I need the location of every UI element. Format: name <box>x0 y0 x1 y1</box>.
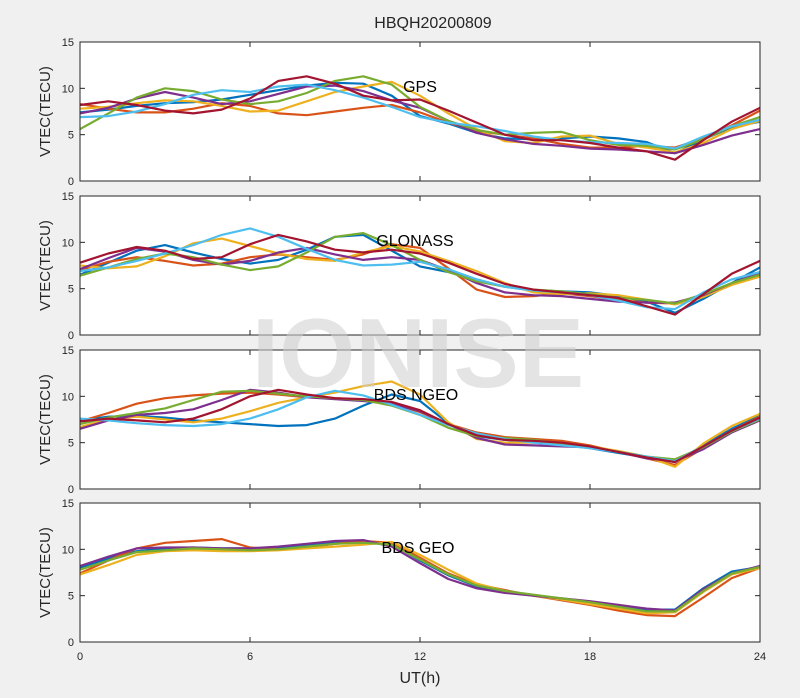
panel-annotation: GPS <box>403 79 437 96</box>
series-line-4 <box>79 541 761 613</box>
y-tick-label: 0 <box>68 484 74 496</box>
series-line-2 <box>79 540 761 615</box>
panel-annotation: BDS NGEO <box>374 387 458 404</box>
panel-1: 0 5 10 15 VTEC(TECU) GLONASS <box>37 191 761 342</box>
y-tick-label: 5 <box>68 591 74 603</box>
x-tick-label: 6 <box>247 651 253 663</box>
series-line-4 <box>79 232 761 305</box>
y-tick-label: 15 <box>62 498 74 510</box>
series-group <box>79 75 761 161</box>
panel-2: 0 5 10 15 VTEC(TECU) BDS NGEO <box>37 345 761 496</box>
panel-annotation: GLONASS <box>376 233 453 250</box>
series-line-1 <box>79 538 761 618</box>
series-group <box>79 380 761 468</box>
y-tick-label: 0 <box>68 637 74 649</box>
series-line-4 <box>79 75 761 151</box>
y-tick-label: 10 <box>62 83 74 95</box>
y-tick-label: 15 <box>62 191 74 203</box>
y-axis-label: VTEC(TECU) <box>37 66 54 157</box>
y-tick-label: 10 <box>62 544 74 556</box>
plot-area <box>80 503 760 642</box>
y-axis-label: VTEC(TECU) <box>37 374 54 465</box>
x-tick-label: 18 <box>584 651 596 663</box>
y-axis-label: VTEC(TECU) <box>37 220 54 311</box>
y-tick-label: 15 <box>62 345 74 357</box>
y-tick-label: 0 <box>68 330 74 342</box>
y-tick-label: 5 <box>68 438 74 450</box>
panel-annotation: BDS GEO <box>382 540 455 557</box>
series-line-6 <box>79 75 761 161</box>
series-group <box>79 538 761 618</box>
figure-title: HBQH20200809 <box>374 15 492 32</box>
series-line-5 <box>79 83 761 150</box>
x-tick-label: 12 <box>414 651 426 663</box>
watermark: IONISE <box>252 298 584 408</box>
panels: 0 5 10 15 VTEC(TECU) GPS 0 5 10 15 VTEC(TECU) GLONA… <box>37 37 766 663</box>
y-tick-label: 10 <box>62 237 74 249</box>
y-tick-label: 5 <box>68 130 74 142</box>
x-tick-label: 0 <box>77 651 83 663</box>
series-group <box>79 227 761 316</box>
panel-0: 0 5 10 15 VTEC(TECU) GPS <box>37 37 761 188</box>
y-tick-label: 0 <box>68 176 74 188</box>
series-line-2 <box>79 80 761 154</box>
series-line-6 <box>79 388 761 464</box>
x-axis-label: UT(h) <box>400 670 441 687</box>
y-tick-label: 10 <box>62 391 74 403</box>
y-tick-label: 15 <box>62 37 74 49</box>
x-tick-label: 24 <box>754 651 766 663</box>
y-axis-label: VTEC(TECU) <box>37 527 54 618</box>
y-tick-label: 5 <box>68 284 74 296</box>
panel-3: 0 5 10 15 0 6 12 18 24 VTEC(TECU) BDS GEO <box>37 498 766 663</box>
series-line-6 <box>79 233 761 316</box>
